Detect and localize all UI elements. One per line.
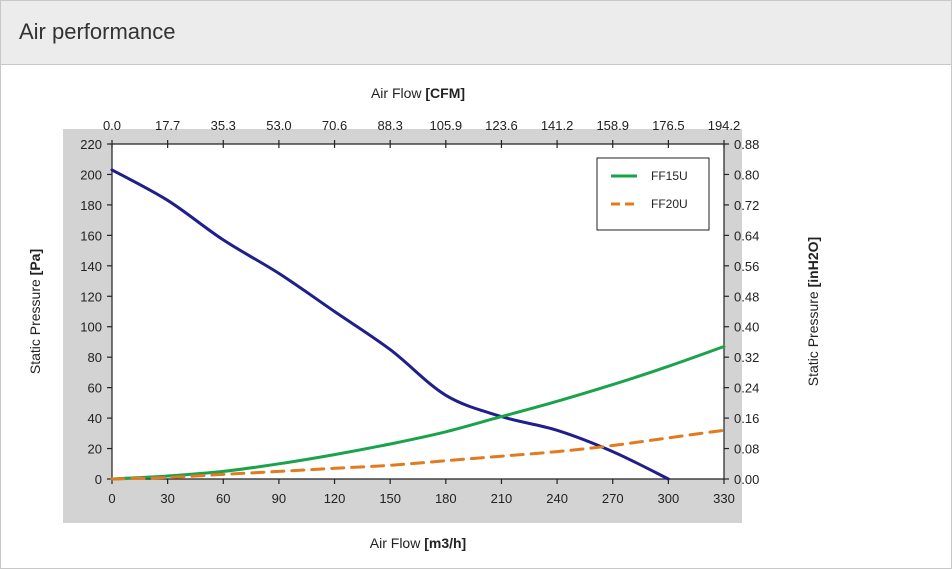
- x-tick-label: 30: [160, 491, 174, 506]
- x2-tick-label: 0.0: [103, 118, 121, 133]
- y-tick-label: 220: [80, 137, 102, 152]
- y-axis-title: Static Pressure [Pa]: [27, 249, 43, 374]
- y2-tick-label: 0.40: [734, 320, 759, 335]
- legend-label: FF15U: [651, 169, 688, 183]
- y2-tick-label: 0.88: [734, 137, 759, 152]
- x-tick-label: 300: [658, 491, 680, 506]
- y2-tick-label: 0.32: [734, 350, 759, 365]
- y-tick-label: 120: [80, 289, 102, 304]
- x-tick-label: 150: [379, 491, 401, 506]
- y2-tick-label: 0.08: [734, 442, 759, 457]
- legend-box: [596, 157, 710, 231]
- x-tick-label: 0: [108, 491, 115, 506]
- series-line-curve-1: [110, 168, 670, 481]
- x-tick-label: 60: [216, 491, 230, 506]
- y-tick-label: 60: [88, 381, 102, 396]
- x2-tick-label: 17.7: [155, 118, 180, 133]
- x-tick-label: 270: [602, 491, 624, 506]
- x2-tick-label: 141.2: [541, 118, 574, 133]
- y-tick-label: 160: [80, 228, 102, 243]
- y2-tick-label: 0.24: [734, 381, 759, 396]
- x2-tick-label: 194.2: [708, 118, 741, 133]
- y-tick-label: 180: [80, 198, 102, 213]
- x2-tick-label: 88.3: [378, 118, 403, 133]
- x2-tick-label: 158.9: [596, 118, 629, 133]
- x-tick-label: 120: [324, 491, 346, 506]
- x2-tick-label: 35.3: [211, 118, 236, 133]
- x2-tick-label: 123.6: [485, 118, 518, 133]
- y2-tick-label: 0.56: [734, 259, 759, 274]
- y-tick-label: 0: [95, 472, 102, 487]
- y-tick-label: 40: [88, 411, 102, 426]
- x2-tick-label: 53.0: [266, 118, 291, 133]
- y-tick-label: 100: [80, 320, 102, 335]
- x-axis-title: Air Flow [m3/h]: [370, 535, 466, 551]
- series-line-ff20u: [110, 428, 726, 481]
- y2-tick-label: 0.16: [734, 411, 759, 426]
- x-tick-label: 330: [713, 491, 735, 506]
- y2-axis-title: Static Pressure [inH2O]: [805, 237, 821, 386]
- series-line-ff15u: [110, 345, 726, 481]
- x-tick-label: 90: [272, 491, 286, 506]
- y2-tick-label: 0.80: [734, 167, 759, 182]
- y-tick-label: 20: [88, 442, 102, 457]
- panel-title: Air performance: [19, 19, 176, 44]
- panel-header: Air performance: [1, 1, 951, 65]
- x2-tick-label: 70.6: [322, 118, 347, 133]
- y-tick-label: 80: [88, 350, 102, 365]
- x-tick-label: 240: [546, 491, 568, 506]
- x2-axis-title: Air Flow [CFM]: [371, 85, 465, 101]
- x2-tick-label: 105.9: [430, 118, 463, 133]
- x2-tick-label: 176.5: [652, 118, 685, 133]
- x-tick-label: 210: [491, 491, 513, 506]
- y2-tick-label: 0.64: [734, 228, 759, 243]
- y2-tick-label: 0.48: [734, 289, 759, 304]
- x-tick-label: 180: [435, 491, 457, 506]
- y2-tick-label: 0.00: [734, 472, 759, 487]
- air-performance-chart: FF15U FF20U 0 0.0 30 17.7 60 35.3 90 53.0 120 70.6…: [27, 85, 821, 551]
- y-tick-label: 140: [80, 259, 102, 274]
- legend-label: FF20U: [651, 197, 688, 211]
- y2-tick-label: 0.72: [734, 198, 759, 213]
- y-tick-label: 200: [80, 167, 102, 182]
